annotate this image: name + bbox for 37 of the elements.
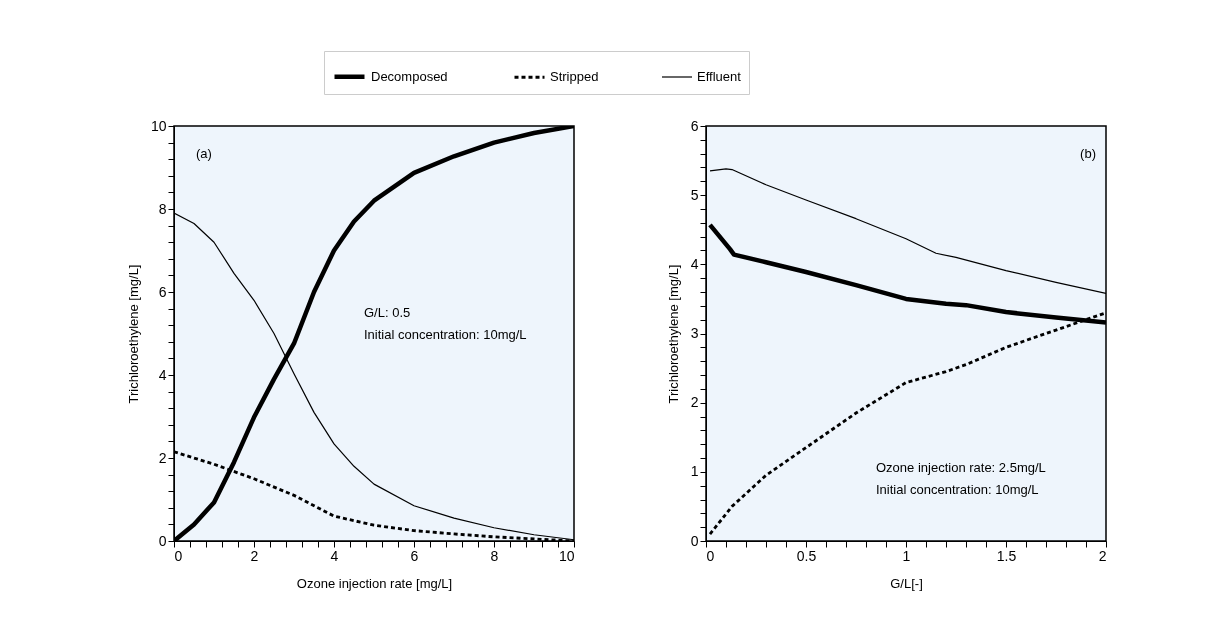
x-tick-label: 4 [330,547,339,564]
x-tick-label: 8 [490,547,499,564]
legend-label: Stripped [550,69,599,85]
annotation: (b) [1080,146,1096,161]
y-tick-label: 6 [690,117,699,134]
legend-label: Effluent [697,69,742,84]
x-tick-label: 6 [410,547,419,564]
y-tick-label: 4 [158,366,167,383]
x-tick-label: 2 [250,547,259,564]
y-tick-label: 0 [690,532,699,549]
x-axis-title: Ozone injection rate [mg/L] [296,575,453,591]
x-tick-label: 0.5 [796,547,817,564]
y-tick-label: 8 [158,200,167,217]
x-tick-label: 2 [1098,547,1107,564]
annotation: Ozone injection rate: 2.5mg/L [876,460,1046,475]
y-tick-label: 2 [158,449,167,466]
y-tick-label: 3 [690,325,699,341]
y-tick-label: 6 [158,283,167,300]
x-tick-label: 1.5 [996,547,1017,564]
y-tick-label: 2 [690,394,699,411]
x-tick-label: 10 [558,547,575,564]
annotation: Initial concentration: 10mg/L [876,482,1039,497]
y-tick-label: 0 [158,532,167,549]
annotation: G/L: 0.5 [364,305,411,320]
annotation: (a) [196,146,212,161]
y-axis-title: Trichloroethylene [mg/L] [665,264,681,404]
legend-label: Decomposed [371,68,448,84]
y-tick-label: 10 [150,117,167,134]
y-tick-label: 4 [690,255,699,272]
x-tick-label: 1 [902,547,911,564]
y-axis-title: Trichloroethylene [mg/L] [125,264,141,404]
y-tick-label: 1 [690,463,699,480]
annotation: Initial concentration: 10mg/L [364,327,527,342]
x-tick-label: 0 [706,547,715,564]
x-axis-title: G/L[-] [890,575,923,591]
x-tick-label: 0 [174,547,183,564]
y-tick-label: 5 [690,186,699,203]
